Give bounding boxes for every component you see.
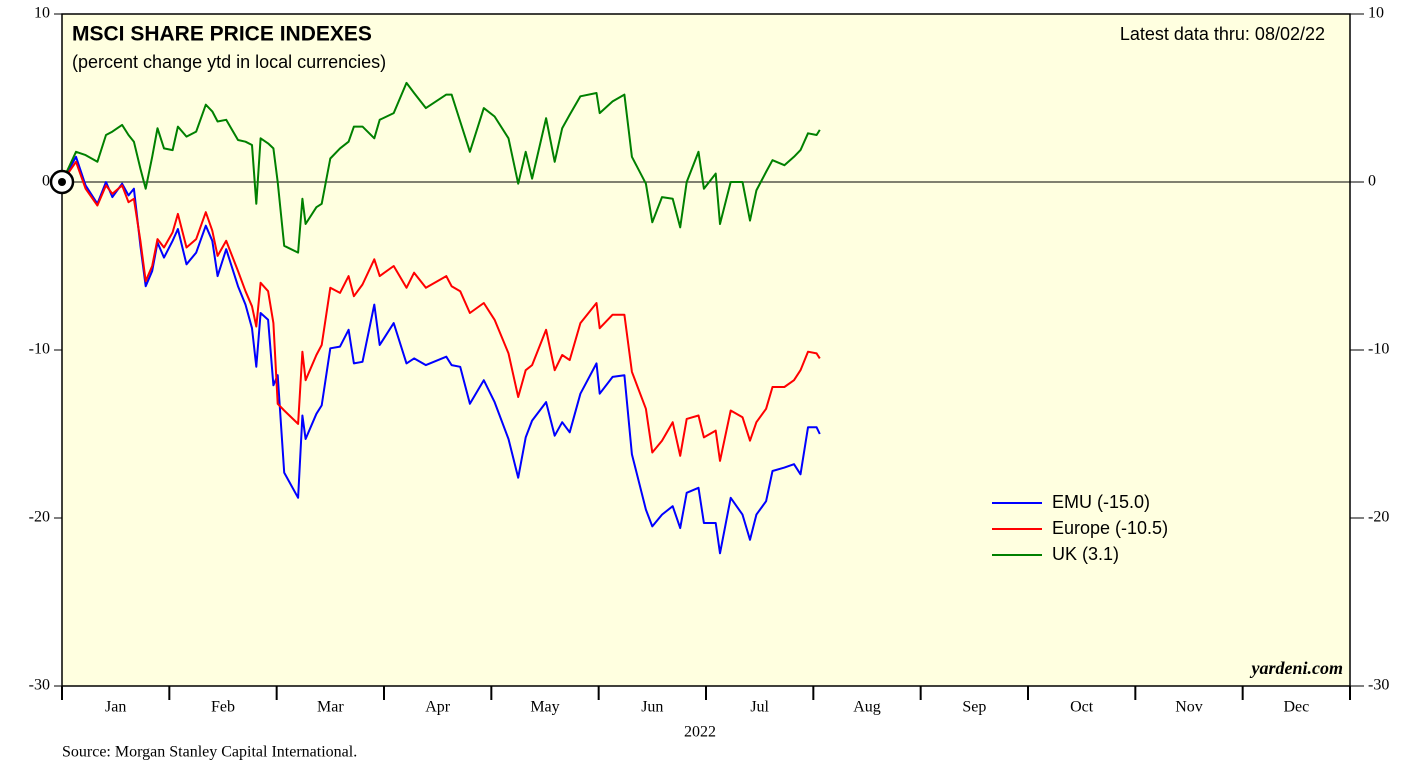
x-tick-label: Jun — [641, 699, 663, 716]
legend: EMU (-15.0) Europe (-10.5) UK (3.1) — [992, 492, 1168, 564]
x-tick-label: Mar — [317, 699, 344, 716]
x-tick-label: Apr — [425, 699, 451, 716]
y-tick-label: 10 — [34, 5, 50, 22]
y2-tick-label: -10 — [1368, 341, 1389, 358]
lines — [49, 81, 821, 555]
x-tick-label: Dec — [1283, 699, 1309, 716]
legend-label: Europe (-10.5) — [1052, 518, 1168, 538]
plot-area — [61, 13, 1351, 687]
legend-label: EMU (-15.0) — [1052, 492, 1150, 512]
y2-tick-label: 0 — [1368, 173, 1376, 190]
axes: 10 0 -10 -20 -30 10 0 -10 -20 -30 Jan Feb Mar Apr May J… — [29, 5, 1390, 716]
y2-tick-label: -20 — [1368, 509, 1389, 526]
x-tick-label: May — [530, 699, 559, 716]
chart-title: MSCI SHARE PRICE INDEXES — [72, 23, 372, 46]
x-tick-label: Sep — [962, 699, 986, 716]
watermark: yardeni.com — [1250, 658, 1344, 678]
x-tick-label: Oct — [1070, 699, 1094, 716]
y2-tick-label: 10 — [1368, 5, 1384, 22]
x-axis-label: 2022 — [684, 724, 716, 741]
x-tick-label: Jan — [105, 699, 126, 716]
source: Source: Morgan Stanley Capital Internati… — [62, 744, 357, 761]
x-tick-label: Feb — [211, 699, 235, 716]
x-tick-label: Aug — [853, 699, 881, 716]
x-tick-label: Nov — [1175, 699, 1203, 716]
y-tick-label: 0 — [42, 173, 50, 190]
annotation: Latest data thru: 08/02/22 — [1120, 24, 1325, 44]
y2-tick-label: -30 — [1368, 677, 1389, 694]
series-line — [61, 155, 821, 555]
y-tick-label: -10 — [29, 341, 50, 358]
series-line — [61, 160, 821, 462]
series-line — [61, 81, 821, 254]
chart-subtitle: (percent change ytd in local currencies) — [72, 52, 386, 72]
y-tick-label: -30 — [29, 677, 50, 694]
y-tick-label: -20 — [29, 509, 50, 526]
legend-label: UK (3.1) — [1052, 544, 1119, 564]
x-tick-label: Jul — [750, 699, 769, 716]
origin-marker-dot — [58, 178, 66, 186]
